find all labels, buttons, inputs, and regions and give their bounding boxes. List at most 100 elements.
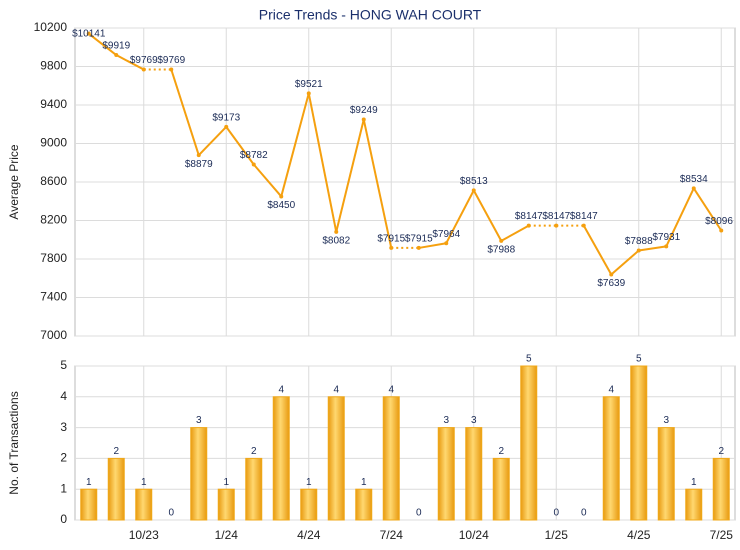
bar-value-label: 1 (691, 477, 697, 488)
point (526, 223, 531, 228)
point-value-label: $7915 (377, 234, 405, 245)
line-segment (638, 245, 667, 252)
line-segment (307, 93, 338, 233)
bar (712, 457, 730, 521)
point-value-label: $9173 (212, 112, 240, 123)
x-tick-label: 4/24 (297, 528, 321, 542)
bar (437, 427, 455, 521)
x-tick-label: 10/23 (129, 528, 159, 542)
y-tick-label: 0 (60, 512, 67, 526)
bar-value-label: 0 (553, 508, 559, 519)
bar-value-label: 2 (113, 446, 119, 457)
point-value-label: $9521 (295, 79, 323, 90)
point (196, 153, 201, 158)
point (581, 223, 586, 228)
bar-value-label: 1 (86, 477, 92, 488)
line-segment (665, 187, 695, 247)
x-tick-label: 10/24 (459, 528, 489, 542)
point-value-label: $8147 (542, 211, 570, 222)
y-axis-label: Average Price (7, 144, 21, 219)
bar (272, 396, 290, 521)
bar-value-label: 4 (388, 384, 394, 395)
bar-value-label: 1 (306, 477, 312, 488)
bar-value-label: 2 (251, 446, 257, 457)
point-value-label: $9769 (130, 55, 158, 66)
bar (217, 488, 235, 521)
point-value-label: $7639 (597, 278, 625, 289)
chart-title: Price Trends - HONG WAH COURT (259, 7, 482, 23)
bar (107, 457, 125, 521)
point-value-label: $7988 (487, 245, 515, 256)
point (691, 186, 696, 191)
point-value-label: $9249 (350, 105, 378, 116)
bar (520, 365, 538, 521)
bar (630, 365, 648, 521)
line-segment (582, 225, 613, 275)
x-tick-label: 7/25 (710, 528, 734, 542)
point-value-label: $8147 (515, 211, 543, 222)
y-tick-label: 2 (60, 451, 67, 465)
line-segment (335, 119, 365, 233)
bar (685, 488, 703, 521)
line-segment (418, 242, 447, 249)
point-value-label: $10141 (72, 29, 106, 40)
line-segment (252, 163, 283, 198)
x-tick-label: 7/24 (380, 528, 404, 542)
x-tick-label: 4/25 (627, 528, 651, 542)
bar (382, 396, 400, 521)
bar-value-label: 1 (223, 477, 229, 488)
bar (300, 488, 318, 521)
point (114, 53, 119, 58)
bar (245, 457, 263, 521)
line-segment (500, 224, 530, 242)
point (306, 91, 311, 96)
point-value-label: $7964 (432, 229, 460, 240)
bar (465, 427, 483, 521)
bar-value-label: 5 (636, 354, 642, 365)
bar-value-label: 1 (141, 477, 147, 488)
point-value-label: $7931 (652, 232, 680, 243)
bar-value-label: 1 (361, 477, 367, 488)
bar (190, 427, 208, 521)
point-value-label: $8513 (460, 176, 488, 187)
line-segment (170, 69, 200, 156)
y-axis-label: No. of Transactions (7, 391, 21, 494)
point (416, 245, 421, 250)
point-value-label: $8782 (240, 150, 268, 161)
point (169, 67, 174, 72)
line-segment (445, 189, 475, 244)
plot-area (74, 365, 736, 521)
bar-value-label: 0 (416, 508, 422, 519)
point (499, 238, 504, 243)
x-tick-label: 1/25 (545, 528, 569, 542)
bar-value-label: 3 (471, 415, 477, 426)
y-tick-label: 9000 (40, 136, 67, 150)
point (141, 67, 146, 72)
point (334, 229, 339, 234)
bar-value-label: 2 (498, 446, 504, 457)
line-segment (472, 189, 503, 242)
bar (135, 488, 153, 521)
point-value-label: $7888 (625, 236, 653, 247)
point-value-label: $9919 (102, 41, 130, 52)
point-value-label: $8082 (322, 235, 350, 246)
point (636, 248, 641, 253)
point (609, 272, 614, 277)
point (86, 31, 91, 36)
bar (355, 488, 373, 521)
point (361, 117, 366, 122)
point-value-label: $7915 (405, 234, 433, 245)
y-tick-label: 5 (60, 358, 67, 372)
point (471, 188, 476, 193)
bar-value-label: 4 (608, 384, 614, 395)
bar-value-label: 0 (168, 508, 174, 519)
x-tick-label: 1/24 (215, 528, 239, 542)
bar (327, 396, 345, 521)
bar (80, 488, 98, 521)
point (444, 241, 449, 246)
y-tick-label: 9800 (40, 59, 67, 73)
bar (657, 427, 675, 521)
point-value-label: $8534 (680, 174, 708, 185)
bar (492, 457, 510, 521)
